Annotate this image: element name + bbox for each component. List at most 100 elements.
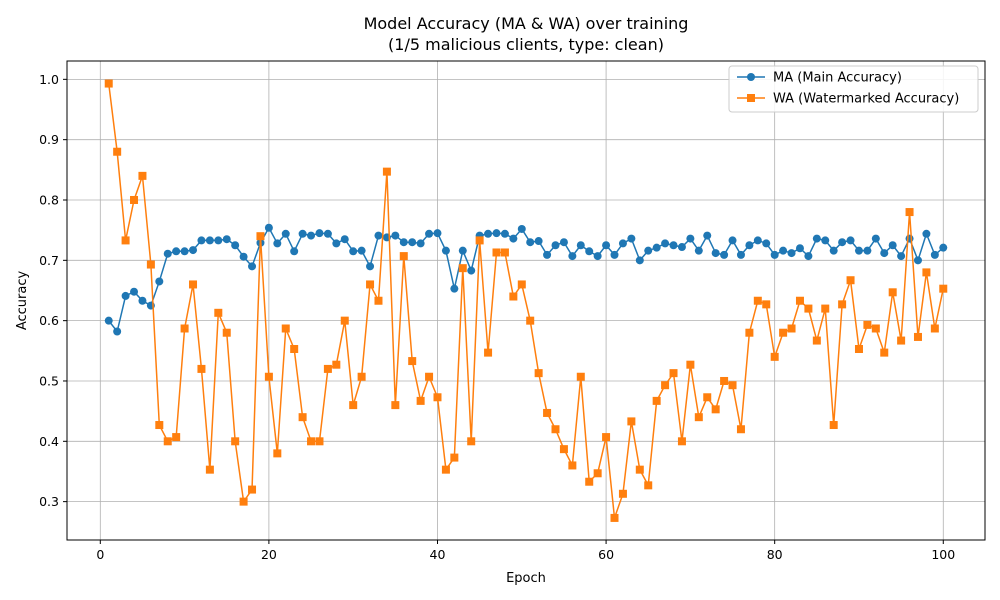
data-point-ma <box>846 236 855 245</box>
data-point-ma <box>357 246 366 255</box>
data-point-wa <box>315 437 324 446</box>
data-point-ma <box>307 231 316 240</box>
data-point-wa <box>281 324 290 333</box>
data-point-wa <box>526 316 535 325</box>
data-point-wa <box>399 252 408 261</box>
data-point-wa <box>736 425 745 434</box>
y-tick-label: 0.7 <box>39 253 59 268</box>
data-point-ma <box>694 246 703 255</box>
data-point-wa <box>762 300 771 309</box>
y-tick-label: 1.0 <box>39 72 59 87</box>
data-point-wa <box>492 248 501 257</box>
series-line-ma <box>108 227 944 333</box>
data-point-wa <box>467 437 476 446</box>
data-point-ma <box>172 247 181 256</box>
data-point-wa <box>458 264 467 273</box>
data-point-ma <box>897 252 906 261</box>
data-point-ma <box>441 246 450 255</box>
series-ma <box>104 223 948 336</box>
y-axis-label: Accuracy <box>15 271 30 331</box>
data-point-wa <box>795 296 804 305</box>
data-point-wa <box>576 372 585 381</box>
data-point-wa <box>838 300 847 309</box>
data-point-ma <box>500 229 509 238</box>
data-point-ma <box>467 266 476 275</box>
data-point-wa <box>408 357 417 366</box>
data-point-wa <box>593 469 602 478</box>
data-point-ma <box>795 244 804 253</box>
data-point-wa <box>812 336 821 345</box>
y-axis-ticks: 0.3 0.4 0.5 0.6 0.7 0.8 0.9 1.0 <box>39 72 67 509</box>
data-point-wa <box>382 167 391 176</box>
y-tick-label: 0.4 <box>39 434 59 449</box>
data-point-ma <box>340 235 349 244</box>
data-point-ma <box>939 243 948 252</box>
data-point-wa <box>517 280 526 289</box>
data-point-ma <box>264 223 273 232</box>
data-point-ma <box>534 237 543 246</box>
data-point-ma <box>526 238 535 247</box>
data-point-wa <box>846 276 855 285</box>
data-point-wa <box>205 465 214 474</box>
data-point-wa <box>264 372 273 381</box>
data-point-wa <box>703 393 712 402</box>
y-tick-label: 0.5 <box>39 373 59 388</box>
data-point-ma <box>138 296 147 305</box>
data-point-ma <box>484 229 493 238</box>
data-point-wa <box>155 421 164 430</box>
data-point-ma <box>711 249 720 258</box>
data-point-wa <box>568 461 577 470</box>
data-point-ma <box>366 262 375 271</box>
data-point-wa <box>366 280 375 289</box>
data-point-ma <box>332 239 341 248</box>
data-point-ma <box>686 234 695 243</box>
data-point-ma <box>585 247 594 256</box>
x-axis-label: Epoch <box>506 571 546 586</box>
data-point-ma <box>231 241 240 250</box>
x-axis-ticks: 0 20 40 60 80 100 <box>96 540 955 562</box>
data-point-wa <box>340 316 349 325</box>
data-point-ma <box>273 239 282 248</box>
data-point-ma <box>543 250 552 259</box>
data-point-ma <box>812 234 821 243</box>
data-point-ma <box>492 229 501 238</box>
plot-series <box>104 79 948 522</box>
data-point-wa <box>248 485 257 494</box>
data-point-ma <box>821 236 830 245</box>
data-point-wa <box>939 284 948 293</box>
data-point-ma <box>736 250 745 259</box>
data-point-wa <box>669 369 678 378</box>
data-point-ma <box>905 234 914 243</box>
data-point-ma <box>433 229 442 238</box>
x-tick-label: 0 <box>96 547 104 562</box>
data-point-wa <box>307 437 316 446</box>
data-point-ma <box>863 246 872 255</box>
data-point-ma <box>829 246 838 255</box>
data-point-ma <box>180 247 189 256</box>
data-point-wa <box>484 348 493 357</box>
data-point-ma <box>568 252 577 261</box>
data-point-wa <box>146 260 155 269</box>
data-point-wa <box>871 324 880 333</box>
data-point-wa <box>753 296 762 305</box>
data-point-wa <box>290 345 299 353</box>
data-point-ma <box>509 234 518 243</box>
data-point-wa <box>720 376 729 385</box>
x-tick-label: 20 <box>261 547 277 562</box>
data-point-ma <box>551 241 560 250</box>
legend: MA (Main Accuracy) WA (Watermarked Accur… <box>728 65 979 113</box>
chart-title-line2: (1/5 malicious clients, type: clean) <box>388 35 664 54</box>
data-point-ma <box>593 252 602 261</box>
data-point-ma <box>804 252 813 261</box>
data-point-wa <box>239 497 248 506</box>
data-point-wa <box>635 465 644 474</box>
data-point-ma <box>787 249 796 258</box>
data-point-wa <box>298 413 307 422</box>
data-point-ma <box>880 249 889 258</box>
data-point-ma <box>399 238 408 247</box>
data-point-wa <box>332 360 341 369</box>
data-point-wa <box>138 171 147 180</box>
x-tick-label: 40 <box>430 547 446 562</box>
data-point-wa <box>500 248 509 257</box>
data-point-ma <box>349 247 358 256</box>
